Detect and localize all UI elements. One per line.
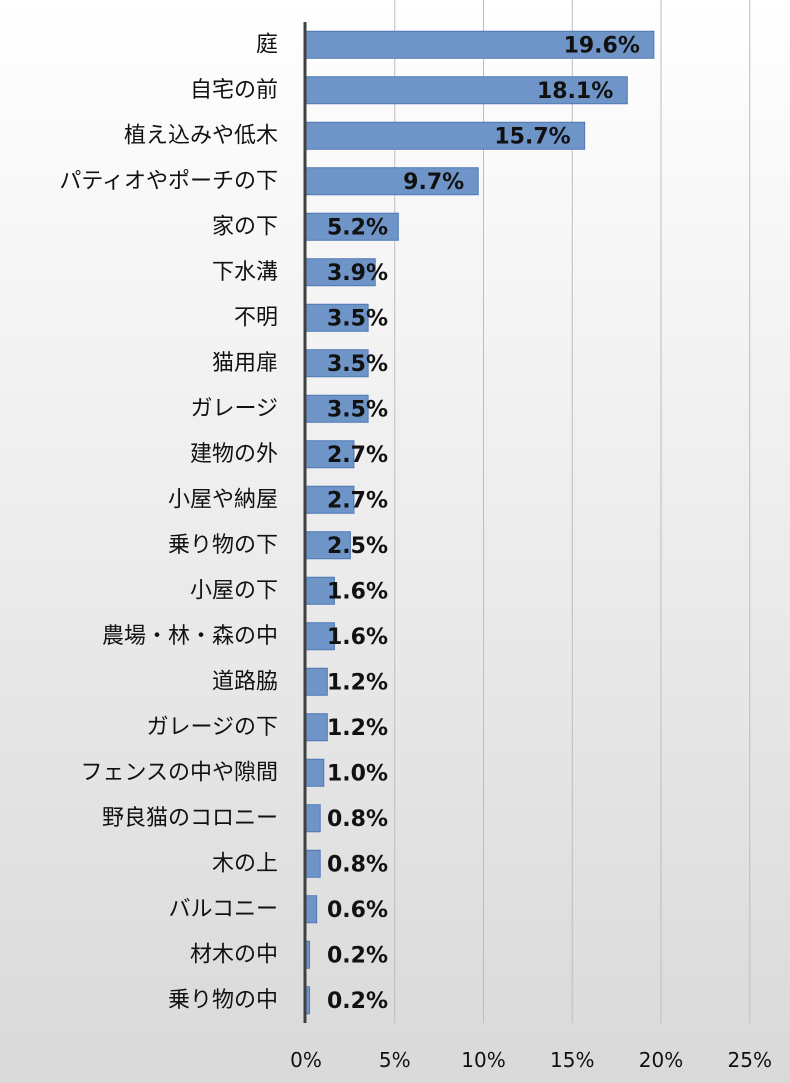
bar-15	[305, 667, 328, 696]
x-tick-label-25: 25%	[728, 1048, 772, 1072]
category-label-7: 不明	[234, 305, 278, 330]
category-label-9: ガレージ	[190, 396, 278, 421]
data-label-4: 9.7%	[403, 170, 464, 195]
x-tick-label-15: 15%	[550, 1048, 594, 1072]
category-label-1: 庭	[256, 32, 278, 57]
category-label-17: フェンスの中や隙間	[80, 760, 278, 785]
bar-7	[305, 303, 369, 332]
data-label-10: 2.7%	[327, 443, 388, 468]
x-tick-labels: 0% 5% 10% 15% 20% 25%	[290, 1048, 772, 1072]
data-label-15: 1.2%	[327, 670, 388, 695]
bar-5	[305, 212, 399, 241]
data-label-18: 0.8%	[327, 807, 388, 832]
data-label-13: 1.6%	[327, 579, 388, 604]
bar-19	[305, 849, 321, 878]
category-label-20: バルコニー	[168, 897, 278, 922]
data-label-11: 2.7%	[327, 488, 388, 513]
x-tick-label-20: 20%	[639, 1048, 683, 1072]
category-label-8: 猫用扉	[212, 351, 278, 376]
category-label-13: 小屋の下	[190, 578, 278, 603]
data-label-6: 3.9%	[327, 261, 388, 286]
data-label-22: 0.2%	[327, 989, 388, 1014]
data-label-9: 3.5%	[327, 397, 388, 422]
category-label-3: 植え込みや低木	[124, 123, 278, 148]
bar-22	[305, 986, 311, 1015]
bar-18	[305, 804, 321, 833]
bar-10	[305, 440, 355, 469]
data-label-2: 18.1%	[537, 79, 613, 104]
data-label-8: 3.5%	[327, 352, 388, 377]
bar-17	[305, 758, 325, 787]
category-label-2: 自宅の前	[190, 78, 278, 103]
category-label-19: 木の上	[212, 851, 278, 876]
data-label-17: 1.0%	[327, 761, 388, 786]
category-label-14: 農場・林・森の中	[102, 624, 278, 649]
category-label-18: 野良猫のコロニー	[102, 806, 278, 831]
bar-14	[305, 622, 335, 651]
data-label-16: 1.2%	[327, 716, 388, 741]
bar-21	[305, 940, 311, 969]
x-tick-label-10: 10%	[461, 1048, 505, 1072]
data-label-12: 2.5%	[327, 534, 388, 559]
data-labels: 19.6% 18.1% 15.7% 9.7% 5.2% 3.9% 3.5% 3.5% 3.5% 2…	[327, 33, 640, 1014]
x-tick-label-0: 0%	[290, 1048, 322, 1072]
bar-16	[305, 713, 328, 742]
data-label-5: 5.2%	[327, 215, 388, 240]
category-label-5: 家の下	[212, 214, 278, 239]
category-label-6: 下水溝	[212, 260, 278, 285]
data-label-19: 0.8%	[327, 852, 388, 877]
category-label-15: 道路脇	[212, 669, 278, 694]
bar-8	[305, 349, 369, 378]
bar-20	[305, 895, 318, 924]
category-label-21: 材木の中	[190, 942, 278, 967]
category-labels: 庭自宅の前植え込みや低木パティオやポーチの下家の下下水溝不明猫用扉ガレージ建物の…	[59, 32, 278, 1013]
bar-3	[305, 121, 586, 150]
data-label-7: 3.5%	[327, 306, 388, 331]
bar-2	[305, 76, 628, 105]
x-tick-label-5: 5%	[379, 1048, 411, 1072]
bar-11	[305, 485, 355, 514]
bar-6	[305, 258, 376, 287]
data-label-14: 1.6%	[327, 625, 388, 650]
category-label-10: 建物の外	[190, 442, 278, 467]
category-label-12: 乗り物の下	[168, 533, 278, 558]
category-label-16: ガレージの下	[146, 715, 278, 740]
data-label-3: 15.7%	[494, 124, 570, 149]
bar-9	[305, 394, 369, 423]
bar-4	[305, 167, 479, 196]
category-label-11: 小屋や納屋	[168, 487, 278, 512]
data-label-21: 0.2%	[327, 943, 388, 968]
category-label-4: パティオやポーチの下	[59, 169, 278, 194]
bar-12	[305, 531, 351, 560]
data-label-1: 19.6%	[564, 33, 640, 58]
category-label-22: 乗り物の中	[168, 988, 278, 1013]
bars	[305, 30, 655, 1015]
data-label-20: 0.6%	[327, 898, 388, 923]
